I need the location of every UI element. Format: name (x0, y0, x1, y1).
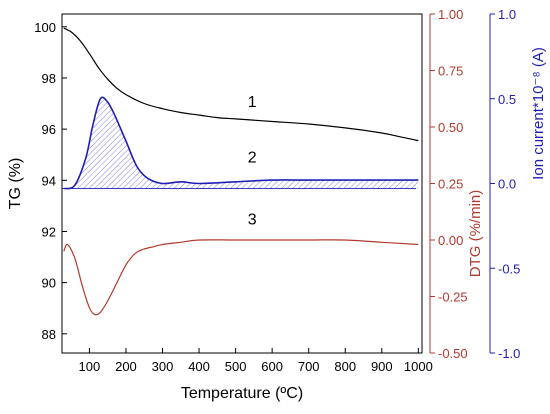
dtg-tick-label: -0.50 (438, 346, 468, 361)
axis-layer: 100 200 300 400 500 600 700 800 900 1000 Temperatu… (7, 7, 547, 402)
series-1-line (63, 27, 419, 142)
x-tick-label: 200 (115, 359, 137, 374)
series-2-line (63, 96, 419, 190)
dtg-tick-label: 0.50 (438, 120, 463, 135)
tg-tick-label: 98 (42, 71, 56, 86)
series-2-area (63, 98, 419, 189)
series-2-label: 2 (248, 150, 257, 167)
plot-layer: 1 2 3 (62, 27, 419, 316)
series-3-label: 3 (248, 212, 257, 229)
x-tick-label: 700 (298, 359, 320, 374)
ion-tick-label: -1.0 (498, 346, 520, 361)
x-tick-label: 100 (79, 359, 101, 374)
ion-axis-title: Ion current*10⁻⁸ (A) (530, 47, 547, 180)
tg-tick-label: 96 (42, 122, 56, 137)
x-tick-label: 800 (334, 359, 356, 374)
series-1-label: 1 (248, 94, 257, 111)
x-tick-label: 900 (371, 359, 393, 374)
tg-tick-label: 92 (42, 224, 56, 239)
series-3-line (63, 239, 419, 316)
dtg-tick-label: -0.25 (438, 290, 468, 305)
ion-tick-label: 1.0 (498, 7, 516, 22)
x-tick-label: 500 (225, 359, 247, 374)
tg-tick-label: 88 (42, 327, 56, 342)
dtg-axis-title: DTG (%/min) (467, 190, 484, 278)
ion-tick-label: 0.0 (498, 177, 516, 192)
tg-tick-label: 94 (42, 173, 56, 188)
plot-frame (61, 13, 423, 354)
ion-tick-label: 0.5 (498, 92, 516, 107)
ion-tick-label: -0.5 (498, 261, 520, 276)
dtg-tick-label: 0.25 (438, 177, 463, 192)
dtg-tick-label: 0.00 (438, 233, 463, 248)
x-tick-label: 300 (152, 359, 174, 374)
tg-tick-label: 90 (42, 276, 56, 291)
dtg-tick-label: 1.00 (438, 7, 463, 22)
x-axis-title: Temperature (ºC) (181, 385, 303, 402)
tg-tick-label: 100 (34, 20, 56, 35)
x-tick-label: 600 (261, 359, 283, 374)
x-tick-label: 400 (188, 359, 210, 374)
dtg-tick-label: 0.75 (438, 64, 463, 79)
tg-axis-title: TG (%) (7, 158, 24, 210)
x-tick-label: 1000 (404, 359, 433, 374)
